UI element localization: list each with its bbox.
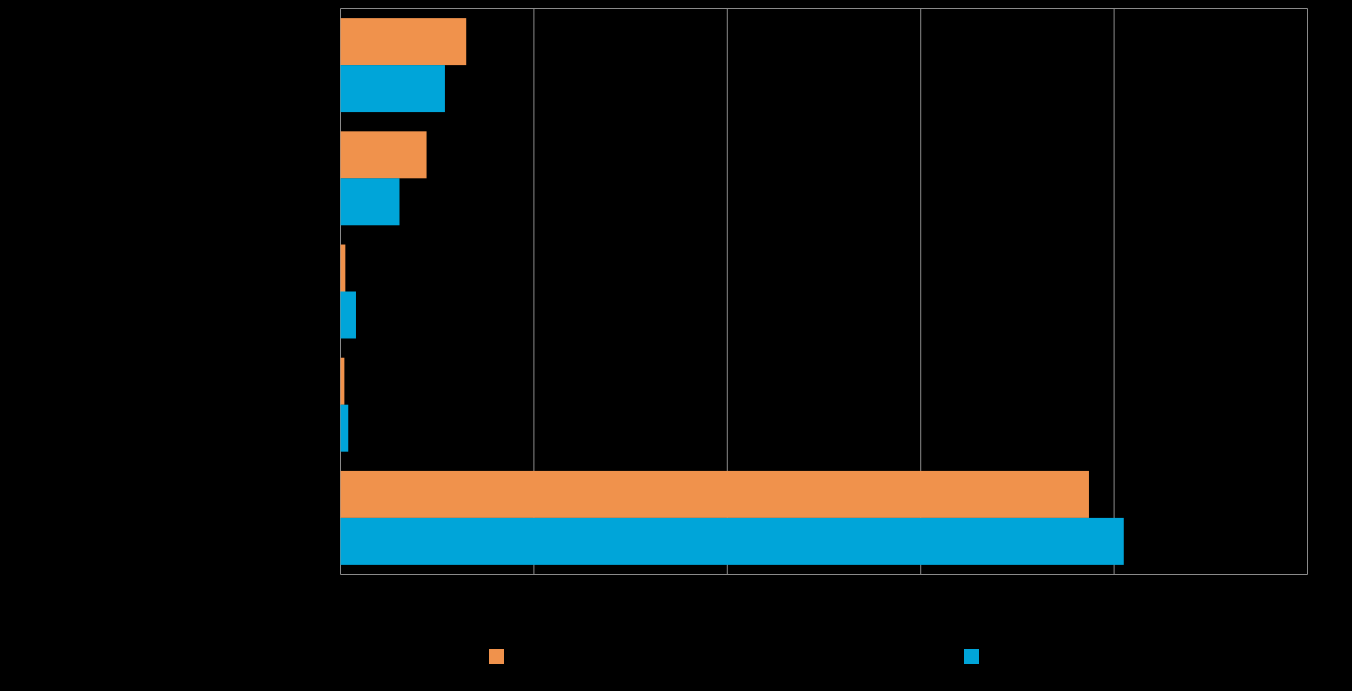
bar	[340, 178, 400, 226]
bar	[340, 357, 345, 405]
bar	[340, 18, 467, 66]
bar	[340, 65, 445, 113]
bar	[340, 470, 1089, 518]
bar	[340, 404, 349, 452]
legend-swatch	[489, 649, 504, 664]
bar	[340, 131, 427, 179]
legend-swatch	[964, 649, 979, 664]
bar	[340, 244, 346, 292]
bar	[340, 517, 1124, 565]
bar	[340, 291, 356, 339]
